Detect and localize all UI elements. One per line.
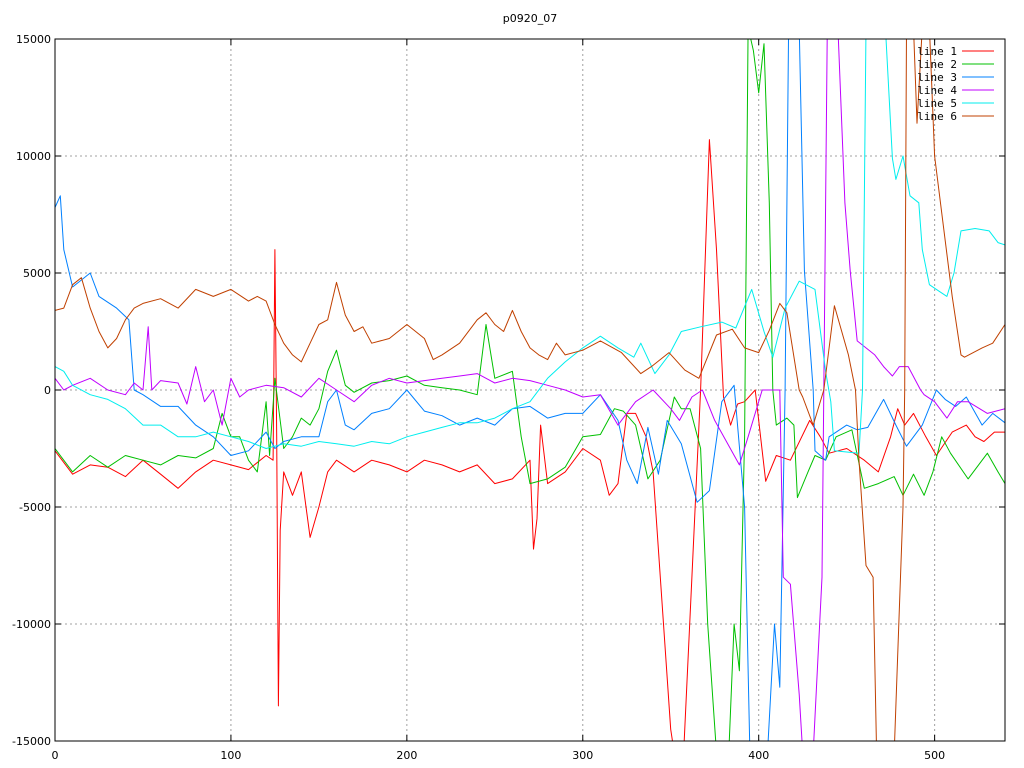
x-tick-label: 500 [924, 749, 945, 762]
y-tick-label: -15000 [12, 735, 51, 748]
y-tick-label: 5000 [23, 267, 51, 280]
y-tick-label: 15000 [16, 33, 51, 46]
legend-label: line 5 [917, 97, 957, 110]
legend-label: line 4 [917, 84, 957, 97]
series-line-2 [55, 39, 1005, 741]
x-tick-label: 300 [572, 749, 593, 762]
series-line-5 [55, 39, 1005, 454]
legend-label: line 6 [917, 110, 957, 123]
legend-label: line 2 [917, 58, 957, 71]
legend-label: line 3 [917, 71, 957, 84]
axis-ticks: 0 100 200 300 400 500 -15000 -10000 -5000 0 5000 10… [12, 33, 1005, 762]
x-tick-label: 0 [52, 749, 59, 762]
plot-frame [54, 38, 1006, 742]
legend-label: line 1 [917, 45, 957, 58]
x-tick-label: 200 [396, 749, 417, 762]
y-tick-label: -10000 [12, 618, 51, 631]
series-line-6 [55, 39, 1005, 741]
y-tick-label: -5000 [19, 501, 51, 514]
series-group [55, 39, 1005, 741]
y-tick-label: 0 [44, 384, 51, 397]
series-line-3 [55, 39, 1005, 741]
y-tick-label: 10000 [16, 150, 51, 163]
series-line-4 [55, 39, 1005, 741]
x-tick-label: 400 [748, 749, 769, 762]
chart-title: p0920_07 [503, 12, 557, 25]
x-tick-label: 100 [220, 749, 241, 762]
